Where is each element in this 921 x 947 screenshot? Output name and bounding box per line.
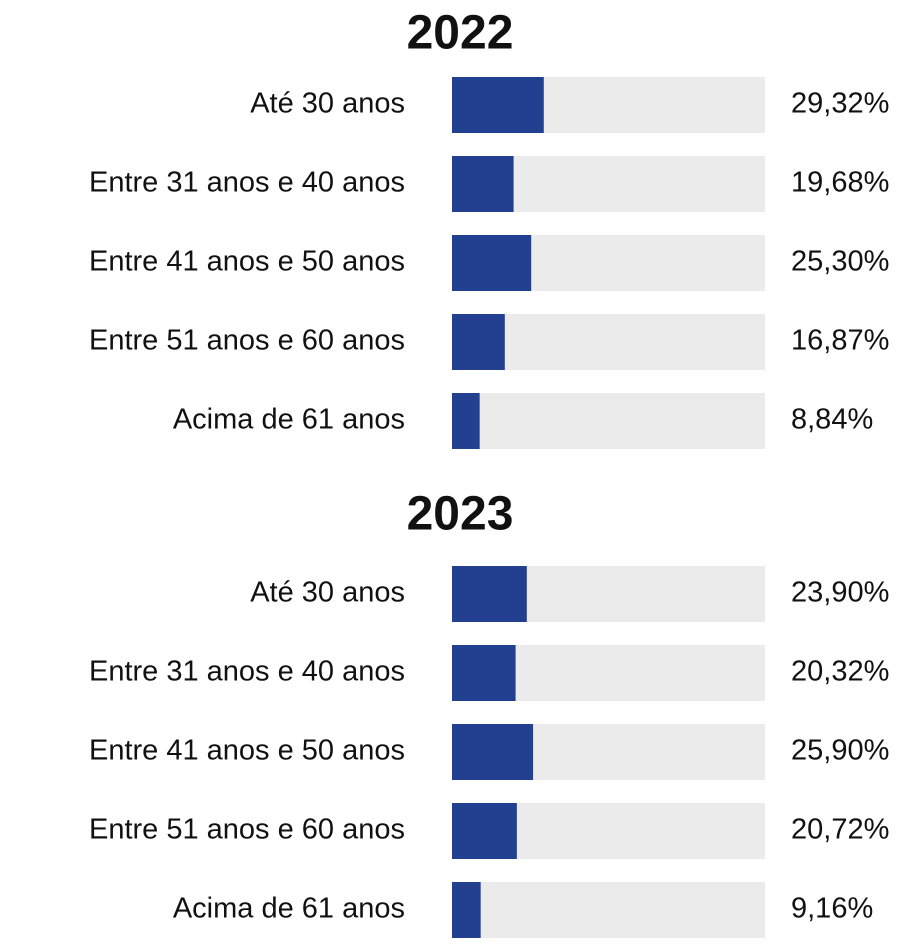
bar (452, 566, 527, 622)
category-label: Entre 51 anos e 60 anos (89, 325, 405, 357)
value-label: 20,32% (791, 656, 889, 688)
bar (452, 882, 481, 938)
bar (452, 314, 505, 370)
chart-title: 2022 (407, 7, 514, 60)
value-label: 19,68% (791, 167, 889, 199)
bar (452, 393, 480, 449)
bar-track (452, 882, 765, 938)
category-label: Acima de 61 anos (173, 404, 405, 436)
value-label: 25,30% (791, 246, 889, 278)
bar (452, 77, 544, 133)
category-label: Entre 31 anos e 40 anos (89, 656, 405, 688)
category-label: Acima de 61 anos (173, 893, 405, 925)
category-label: Entre 31 anos e 40 anos (89, 167, 405, 199)
bar (452, 724, 534, 780)
value-label: 20,72% (791, 814, 889, 846)
category-label: Entre 41 anos e 50 anos (89, 246, 405, 278)
bar (452, 645, 516, 701)
value-label: 29,32% (791, 88, 889, 120)
value-label: 23,90% (791, 577, 889, 609)
chart-title: 2023 (407, 488, 514, 541)
bar-track (452, 393, 765, 449)
category-label: Entre 51 anos e 60 anos (89, 814, 405, 846)
bar (452, 803, 517, 859)
bar (452, 156, 514, 212)
value-label: 9,16% (791, 893, 873, 925)
value-label: 25,90% (791, 735, 889, 767)
value-label: 16,87% (791, 325, 889, 357)
bar (452, 235, 532, 291)
category-label: Entre 41 anos e 50 anos (89, 735, 405, 767)
category-label: Até 30 anos (250, 88, 405, 120)
category-label: Até 30 anos (250, 577, 405, 609)
value-label: 8,84% (791, 404, 873, 436)
